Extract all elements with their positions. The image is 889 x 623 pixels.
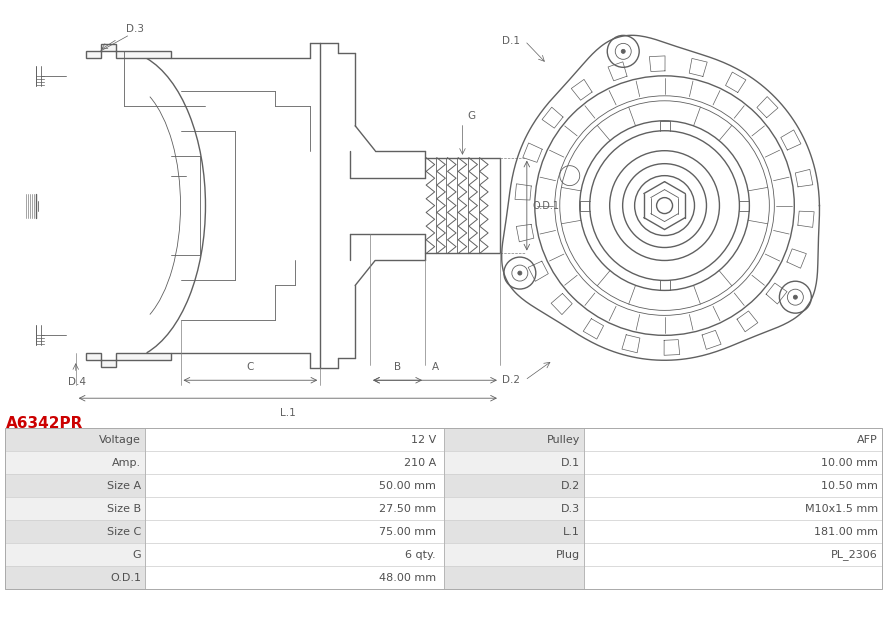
Text: 27.50 mm: 27.50 mm: [379, 503, 436, 513]
Text: Size C: Size C: [107, 526, 141, 536]
Text: Voltage: Voltage: [100, 435, 141, 445]
Text: Pulley: Pulley: [547, 435, 580, 445]
Text: 10.50 mm: 10.50 mm: [821, 480, 878, 491]
Bar: [145, 520, 444, 543]
Polygon shape: [85, 44, 171, 58]
Text: D.1: D.1: [561, 458, 580, 468]
Circle shape: [621, 49, 625, 54]
Text: A6342PR: A6342PR: [6, 416, 84, 431]
Text: PL_2306: PL_2306: [831, 549, 878, 560]
Bar: [5, 543, 145, 566]
Bar: [145, 497, 444, 520]
Bar: [145, 543, 444, 566]
Text: D.3: D.3: [561, 503, 580, 513]
Bar: [584, 428, 882, 451]
Bar: [584, 451, 882, 474]
Bar: [145, 566, 444, 589]
Bar: [444, 428, 584, 451]
Text: Size A: Size A: [107, 480, 141, 491]
Bar: [584, 474, 882, 497]
Text: D.2: D.2: [561, 480, 580, 491]
Text: 10.00 mm: 10.00 mm: [821, 458, 878, 468]
Circle shape: [518, 271, 522, 275]
Text: Size B: Size B: [107, 503, 141, 513]
Text: L.1: L.1: [563, 526, 580, 536]
Bar: [444, 451, 584, 474]
Bar: [5, 497, 145, 520]
Text: 12 V: 12 V: [411, 435, 436, 445]
Bar: [5, 566, 145, 589]
Text: C: C: [247, 362, 254, 373]
Text: G: G: [468, 111, 476, 121]
Text: 210 A: 210 A: [404, 458, 436, 468]
Text: 48.00 mm: 48.00 mm: [379, 573, 436, 583]
Text: D.4: D.4: [68, 378, 85, 388]
Text: AFP: AFP: [857, 435, 878, 445]
Bar: [5, 474, 145, 497]
Text: 75.00 mm: 75.00 mm: [379, 526, 436, 536]
Bar: [444, 474, 584, 497]
Polygon shape: [85, 353, 171, 368]
Bar: [584, 566, 882, 589]
Bar: [444, 520, 584, 543]
Text: Amp.: Amp.: [112, 458, 141, 468]
Bar: [145, 428, 444, 451]
Bar: [5, 428, 145, 451]
Bar: [5, 520, 145, 543]
Bar: [444, 566, 584, 589]
Bar: [145, 451, 444, 474]
Text: G: G: [132, 549, 141, 559]
Text: D.2: D.2: [502, 375, 520, 385]
Bar: [444, 497, 584, 520]
Text: L.1: L.1: [280, 408, 296, 418]
Text: B: B: [394, 362, 401, 373]
Bar: [584, 497, 882, 520]
Text: 6 qty.: 6 qty.: [405, 549, 436, 559]
Text: D.3: D.3: [125, 24, 144, 34]
Text: 50.00 mm: 50.00 mm: [379, 480, 436, 491]
Text: O.D.1: O.D.1: [533, 201, 560, 211]
Bar: [5, 428, 882, 589]
Bar: [584, 520, 882, 543]
Text: Plug: Plug: [556, 549, 580, 559]
Bar: [444, 543, 584, 566]
Text: A: A: [431, 362, 438, 373]
Bar: [5, 451, 145, 474]
Bar: [584, 543, 882, 566]
Text: O.D.1: O.D.1: [110, 573, 141, 583]
Circle shape: [793, 295, 797, 299]
Text: 181.00 mm: 181.00 mm: [814, 526, 878, 536]
Text: D.1: D.1: [502, 36, 520, 46]
Bar: [145, 474, 444, 497]
Text: M10x1.5 mm: M10x1.5 mm: [805, 503, 878, 513]
